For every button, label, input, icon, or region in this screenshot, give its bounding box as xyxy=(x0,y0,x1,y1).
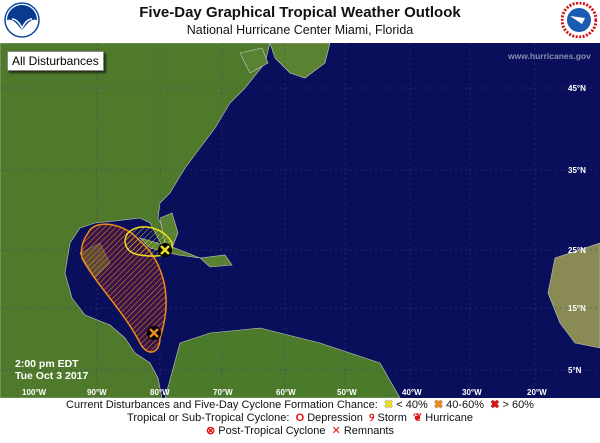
remnants-icon: ✕ xyxy=(331,425,341,437)
lat-label: 15°N xyxy=(568,304,586,313)
x-icon: ✖ xyxy=(490,399,500,411)
lon-label: 60°W xyxy=(276,388,296,397)
header: Five-Day Graphical Tropical Weather Outl… xyxy=(0,0,600,42)
legend-label: Tropical or Sub-Tropical Cyclone: xyxy=(127,412,290,424)
legend-remnants: Remnants xyxy=(343,425,394,437)
post-tropical-icon: ⊗ xyxy=(205,425,216,437)
lon-label: 70°W xyxy=(213,388,233,397)
lon-label: 20°W xyxy=(527,388,547,397)
lat-label: 5°N xyxy=(568,366,582,375)
lat-label: 35°N xyxy=(568,166,586,175)
lat-label: 25°N xyxy=(568,246,586,255)
page-subtitle: National Hurricane Center Miami, Florida xyxy=(186,23,414,37)
lon-label: 50°W xyxy=(337,388,357,397)
legend-row-other: ⊗ Post-Tropical Cyclone ✕ Remnants xyxy=(0,425,600,438)
hurricane-icon: ❦ xyxy=(412,412,423,424)
legend-high: > 60% xyxy=(502,399,534,411)
legend-label: Current Disturbances and Five-Day Cyclon… xyxy=(66,399,378,411)
legend-storm: Storm xyxy=(377,412,407,424)
land xyxy=(0,43,600,398)
noaa-logo xyxy=(4,2,40,38)
lon-label: 40°W xyxy=(402,388,422,397)
outlook-map[interactable] xyxy=(0,43,600,398)
issued-date: Tue Oct 3 2017 xyxy=(15,370,89,382)
legend-medium: 40-60% xyxy=(446,399,485,411)
page-title: Five-Day Graphical Tropical Weather Outl… xyxy=(139,4,461,21)
lon-label: 80°W xyxy=(150,388,170,397)
x-icon[interactable] xyxy=(158,243,172,257)
x-icon[interactable] xyxy=(147,326,161,340)
legend-row-formation: Current Disturbances and Five-Day Cyclon… xyxy=(0,399,600,412)
legend: Current Disturbances and Five-Day Cyclon… xyxy=(0,399,600,443)
lat-label: 45°N xyxy=(568,84,586,93)
issued-time: 2:00 pm EDT xyxy=(15,358,79,370)
lon-label: 90°W xyxy=(87,388,107,397)
watermark: www.hurricanes.gov xyxy=(508,51,591,61)
issued-timestamp: 2:00 pm EDT Tue Oct 3 2017 xyxy=(15,358,88,382)
storm-icon: ୨ xyxy=(368,412,375,424)
nws-logo xyxy=(561,2,597,38)
depression-icon: O xyxy=(295,412,305,424)
legend-post-tropical: Post-Tropical Cyclone xyxy=(218,425,326,437)
all-disturbances-button[interactable]: All Disturbances xyxy=(7,51,104,71)
x-icon: ✖ xyxy=(433,399,444,411)
legend-depression: Depression xyxy=(307,412,363,424)
lon-label: 100°W xyxy=(22,388,47,397)
legend-low: < 40% xyxy=(396,399,428,411)
x-icon: ✖ xyxy=(383,399,394,411)
legend-row-cyclone: Tropical or Sub-Tropical Cyclone: O Depr… xyxy=(0,412,600,425)
lon-label: 30°W xyxy=(462,388,482,397)
legend-hurricane: Hurricane xyxy=(425,412,473,424)
